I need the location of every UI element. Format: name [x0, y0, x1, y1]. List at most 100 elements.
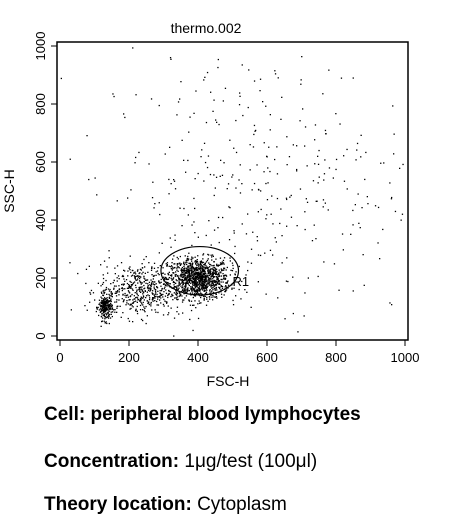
scatter-point — [168, 277, 170, 279]
scatter-point — [154, 297, 156, 299]
scatter-point — [187, 258, 189, 260]
scatter-point — [211, 285, 213, 287]
scatter-point — [195, 275, 197, 277]
scatter-point — [218, 264, 220, 266]
scatter-point — [222, 262, 225, 264]
scatter-point — [102, 306, 104, 308]
scatter-point — [198, 273, 200, 275]
scatter-point — [270, 213, 272, 215]
scatter-point — [211, 275, 213, 277]
scatter-point — [116, 291, 119, 293]
scatter-point — [180, 276, 182, 278]
scatter-point — [170, 58, 172, 60]
scatter-point — [197, 275, 199, 277]
scatter-point — [164, 295, 167, 297]
scatter-point — [194, 273, 197, 276]
scatter-point — [215, 287, 217, 290]
scatter-point — [231, 176, 233, 178]
scatter-point — [190, 300, 193, 302]
scatter-point — [198, 288, 200, 290]
scatter-point — [154, 300, 156, 302]
scatter-point — [143, 299, 145, 301]
scatter-point — [171, 269, 173, 271]
scatter-point — [192, 296, 194, 299]
scatter-point — [204, 267, 206, 269]
scatter-point — [144, 266, 146, 268]
scatter-point — [100, 285, 102, 287]
scatter-point — [195, 285, 198, 287]
scatter-point — [224, 290, 226, 293]
scatter-point — [167, 294, 169, 296]
scatter-point — [200, 282, 203, 284]
scatter-point — [206, 286, 208, 289]
scatter-point — [216, 121, 218, 123]
scatter-point — [171, 295, 173, 297]
scatter-point — [162, 314, 165, 316]
scatter-point — [136, 270, 139, 272]
scatter-point — [211, 287, 213, 289]
scatter-point — [210, 294, 212, 296]
scatter-point — [69, 262, 71, 264]
scatter-point — [203, 298, 205, 300]
scatter-point — [365, 151, 367, 154]
scatter-point — [168, 289, 170, 292]
scatter-point — [151, 292, 153, 294]
scatter-point — [164, 273, 166, 275]
scatter-point — [108, 315, 110, 318]
caption-cell: Cell: peripheral blood lymphocytes — [44, 404, 361, 426]
scatter-point — [193, 304, 195, 306]
scatter-point — [102, 277, 105, 280]
scatter-point — [124, 280, 126, 282]
scatter-point — [181, 275, 183, 277]
scatter-point — [138, 272, 140, 275]
scatter-point — [88, 178, 90, 181]
scatter-point — [232, 264, 234, 267]
scatter-point — [152, 181, 154, 183]
scatter-point — [183, 299, 185, 301]
scatter-point — [104, 303, 106, 305]
scatter-point — [161, 288, 163, 290]
scatter-point — [175, 290, 177, 292]
scatter-point — [139, 272, 141, 274]
scatter-point — [205, 265, 207, 267]
scatter-point — [132, 302, 134, 304]
scatter-point — [215, 258, 217, 260]
scatter-point — [195, 262, 197, 264]
scatter-point — [147, 289, 150, 292]
scatter-point — [314, 139, 316, 141]
scatter-point — [182, 283, 184, 285]
scatter-point — [213, 261, 215, 263]
scatter-point — [215, 280, 217, 283]
scatter-point — [279, 222, 281, 225]
scatter-point — [185, 282, 187, 284]
scatter-point — [198, 265, 200, 267]
scatter-point — [215, 281, 217, 283]
scatter-point — [116, 200, 118, 202]
scatter-point — [219, 271, 221, 273]
scatter-point — [197, 281, 199, 284]
scatter-point — [225, 282, 227, 284]
scatter-point — [103, 292, 105, 295]
scatter-point — [196, 284, 198, 287]
scatter-point — [69, 158, 71, 160]
scatter-point — [117, 290, 119, 292]
scatter-point — [225, 269, 227, 271]
scatter-point — [234, 273, 236, 275]
scatter-point — [359, 227, 361, 229]
gate-label-r1: R1 — [232, 274, 249, 289]
scatter-point — [199, 268, 201, 270]
scatter-point — [102, 274, 104, 276]
scatter-point — [104, 322, 107, 324]
scatter-point — [196, 259, 198, 261]
scatter-point — [186, 271, 188, 273]
scatter-point — [263, 171, 265, 173]
scatter-point — [206, 276, 208, 278]
scatter-point — [177, 288, 179, 291]
scatter-point — [265, 293, 267, 295]
scatter-point — [106, 304, 108, 306]
scatter-point — [194, 207, 196, 210]
scatter-point — [173, 317, 176, 319]
scatter-point — [191, 292, 194, 294]
scatter-point — [202, 284, 204, 286]
scatter-point — [179, 264, 181, 266]
